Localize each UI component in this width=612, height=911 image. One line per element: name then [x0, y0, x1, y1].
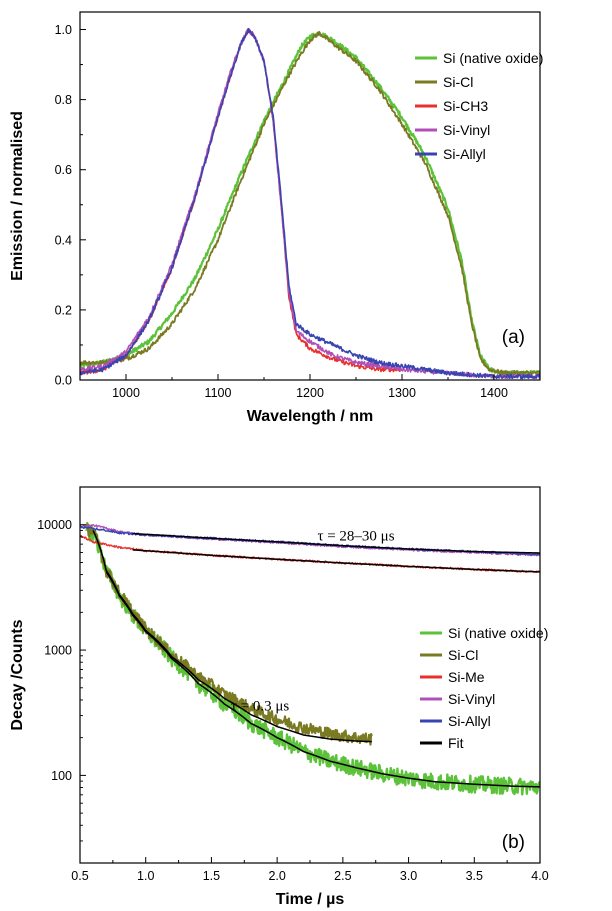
- y-tick-label: 0.6: [55, 163, 72, 177]
- panel-label: (b): [502, 832, 525, 853]
- series-group: [80, 521, 540, 796]
- legend-label: Si-CH3: [443, 98, 488, 114]
- x-tick-label: 1200: [296, 386, 324, 400]
- legend-label: Si-Vinyl: [443, 122, 490, 138]
- y-tick-label: 0.4: [55, 233, 72, 247]
- y-tick-label: 1.0: [55, 23, 72, 37]
- x-tick-label: 1000: [112, 386, 140, 400]
- x-tick-label: 1.5: [203, 869, 220, 883]
- legend-label: Si (native oxide): [443, 50, 543, 66]
- y-tick-label: 0.8: [55, 93, 72, 107]
- annotation-lifetime: τ = 0.3 μs: [231, 698, 290, 714]
- legend-label: Si-Allyl: [448, 713, 491, 729]
- series-line-si-cl: [80, 30, 540, 376]
- series-line-fit-1: [105, 571, 540, 788]
- series-line-fit-2: [132, 549, 540, 573]
- series-line-fit-0: [92, 530, 372, 743]
- x-tick-label: 3.0: [400, 869, 417, 883]
- legend-label: Si (native oxide): [448, 625, 548, 641]
- x-tick-label: 4.0: [531, 869, 548, 883]
- legend: Si (native oxide) Si-Cl Si-Me Si-Vinyl Si-Al…: [420, 625, 548, 751]
- panel-label: (a): [502, 327, 525, 348]
- y-tick-label: 0.0: [55, 374, 72, 388]
- legend-label: Si-Me: [448, 669, 485, 685]
- legend-label: Fit: [448, 735, 464, 751]
- x-tick-label: 1400: [480, 386, 508, 400]
- y-axis-title: Decay /Counts: [9, 619, 26, 730]
- chart-panel-b: 0.5 1.0 1.5 2.0 2.5 3.0 3.5 4.0 100 1000 10000 Time…: [9, 486, 549, 908]
- y-tick-label: 10000: [37, 518, 72, 532]
- legend-label: Si-Allyl: [443, 146, 486, 162]
- x-axis-title: Time / µs: [276, 891, 345, 908]
- series-line-fit-3: [132, 532, 540, 554]
- y-tick-label: 100: [51, 769, 72, 783]
- legend: Si (native oxide) Si-Cl Si-CH3 Si-Vinyl Si-A…: [415, 50, 543, 162]
- x-tick-label: 1100: [205, 386, 232, 400]
- legend-label: Si-Cl: [443, 74, 473, 90]
- series-line-si-ch3: [80, 28, 403, 375]
- annotation-lifetime: τ = 28–30 μs: [317, 528, 394, 544]
- y-tick-label: 1000: [44, 644, 72, 658]
- x-tick-label: 3.5: [466, 869, 483, 883]
- y-axis-title: Emission / normalised: [9, 111, 26, 281]
- x-tick-label: 1.0: [137, 869, 154, 883]
- x-tick-label: 1300: [388, 386, 416, 400]
- y-tick-label: 0.2: [55, 303, 72, 317]
- x-tick-label: 2.5: [334, 869, 351, 883]
- x-tick-label: 0.5: [71, 869, 88, 883]
- series-line-si-native-oxide-: [80, 31, 540, 377]
- series-group: [80, 27, 540, 380]
- chart-panel-a: 1000 1100 1200 1300 1400 0.0 0.2 0.4 0.6 0.8 1.0 Wa…: [9, 11, 543, 425]
- legend-label: Si-Cl: [448, 647, 478, 663]
- x-axis-title: Wavelength / nm: [247, 408, 374, 425]
- legend-label: Si-Vinyl: [448, 691, 495, 707]
- series-line-si-me: [80, 534, 540, 574]
- x-tick-label: 2.0: [268, 869, 285, 883]
- series-line-si-allyl: [80, 27, 540, 380]
